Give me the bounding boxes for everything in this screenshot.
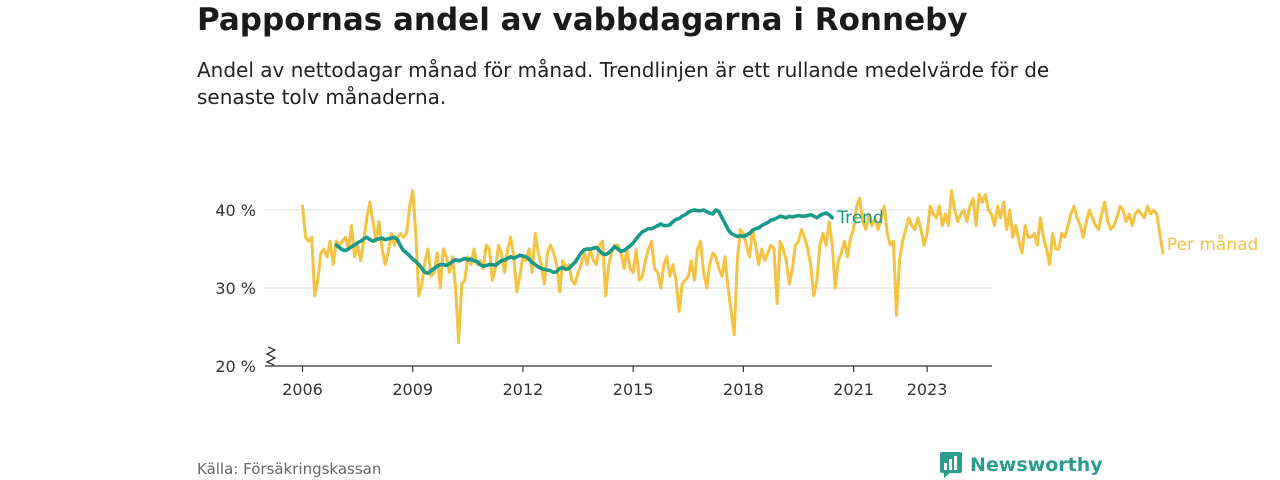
x-tick-label: 2021 — [833, 380, 874, 399]
monthly-label: Per månad — [1167, 234, 1258, 255]
trend-label: Trend — [836, 208, 884, 228]
brand-logo[interactable]: Newsworthy — [939, 451, 1103, 479]
x-tick-label: 2023 — [907, 380, 948, 399]
x-tick-label: 2009 — [392, 380, 433, 399]
x-tick-label: 2015 — [613, 380, 654, 399]
source-text: Källa: Försäkringskassan — [197, 460, 382, 478]
x-tick-label: 2012 — [503, 380, 544, 399]
line-chart: 2006 2009 2012 2015 2018 2021 2023 20 % 30 % 40 %… — [215, 189, 1258, 399]
newsworthy-logo-icon — [940, 452, 962, 478]
y-tick-label: 30 % — [215, 279, 256, 298]
trend-line — [334, 208, 835, 276]
y-tick-label: 20 % — [215, 357, 256, 376]
x-tick-label: 2018 — [723, 380, 764, 399]
x-tick-label: 2006 — [282, 380, 323, 399]
monthly-line — [301, 189, 1165, 345]
chart-subtitle: Andel av nettodagar månad för månad. Tre… — [197, 58, 1050, 109]
chart-title: Pappornas andel av vabbdagarna i Ronneby — [197, 2, 968, 38]
y-tick-label: 40 % — [215, 201, 256, 220]
axis-break-icon — [265, 346, 277, 366]
brand-name: Newsworthy — [970, 454, 1103, 476]
